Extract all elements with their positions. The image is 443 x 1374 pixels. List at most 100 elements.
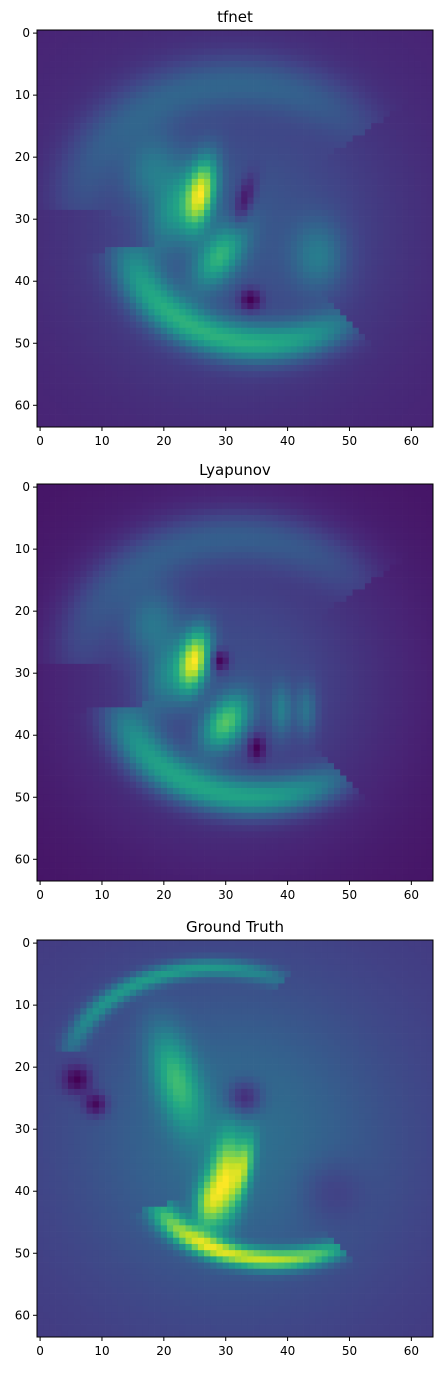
heatmap-cell <box>198 235 205 242</box>
heatmap-cell <box>204 80 211 87</box>
heatmap-cell <box>216 278 223 285</box>
heatmap-cell <box>43 278 50 285</box>
heatmap-cell <box>80 49 87 56</box>
heatmap-cell <box>204 241 211 248</box>
heatmap-cell <box>241 402 248 409</box>
heatmap-cell <box>130 229 137 236</box>
heatmap-cell <box>93 309 100 316</box>
heatmap-cell <box>80 415 87 422</box>
heatmap-cell <box>198 92 205 99</box>
heatmap-cell <box>111 229 118 236</box>
heatmap-cell <box>254 284 261 291</box>
heatmap-cell <box>161 546 168 553</box>
heatmap-cell <box>315 135 322 142</box>
heatmap-cell <box>340 322 347 329</box>
heatmap-cell <box>74 272 81 279</box>
heatmap-cell <box>278 229 285 236</box>
heatmap-cell <box>93 160 100 167</box>
heatmap-cell <box>155 266 162 273</box>
heatmap-cell <box>328 197 335 204</box>
heatmap-cell <box>384 297 391 304</box>
heatmap-cell <box>303 179 310 186</box>
heatmap-cell <box>142 390 149 397</box>
heatmap-cell <box>353 173 360 180</box>
heatmap-cell <box>241 86 248 93</box>
heatmap-cell <box>266 30 273 37</box>
heatmap-cell <box>272 315 279 322</box>
heatmap-cell <box>210 260 217 267</box>
heatmap-cell <box>173 322 180 329</box>
heatmap-cell <box>408 160 415 167</box>
heatmap-cell <box>353 396 360 403</box>
heatmap-cell <box>142 191 149 198</box>
heatmap-cell <box>365 129 372 136</box>
heatmap-cell <box>167 229 174 236</box>
heatmap-cell <box>74 148 81 155</box>
heatmap-cell <box>204 42 211 49</box>
heatmap-cell <box>272 229 279 236</box>
heatmap-cell <box>365 80 372 87</box>
heatmap-cell <box>384 421 391 428</box>
heatmap-cell <box>414 197 421 204</box>
heatmap-cell <box>315 334 322 341</box>
heatmap-cell <box>68 235 75 242</box>
heatmap-cell <box>315 160 322 167</box>
heatmap-cell <box>49 73 56 80</box>
heatmap-cell <box>142 197 149 204</box>
heatmap-cell <box>204 421 211 428</box>
heatmap-cell <box>43 371 50 378</box>
heatmap-cell <box>377 117 384 124</box>
heatmap-cell <box>223 490 230 497</box>
heatmap-cell <box>93 527 100 534</box>
heatmap-cell <box>43 521 50 528</box>
heatmap-cell <box>408 552 415 559</box>
heatmap-cell <box>427 260 434 267</box>
heatmap-cell <box>309 284 316 291</box>
heatmap-cell <box>56 104 63 111</box>
heatmap-cell <box>334 402 341 409</box>
heatmap-cell <box>254 129 261 136</box>
heatmap-cell <box>241 216 248 223</box>
heatmap-cell <box>155 73 162 80</box>
heatmap-cell <box>62 61 69 68</box>
heatmap-cell <box>111 173 118 180</box>
heatmap-cell <box>421 353 428 360</box>
heatmap-cell <box>278 490 285 497</box>
heatmap-cell <box>155 384 162 391</box>
heatmap-cell <box>414 222 421 229</box>
heatmap-cell <box>309 129 316 136</box>
heatmap-cell <box>130 540 137 547</box>
heatmap-cell <box>414 328 421 335</box>
heatmap-cell <box>384 98 391 105</box>
heatmap-cell <box>43 73 50 80</box>
heatmap-cell <box>390 421 397 428</box>
heatmap-cell <box>80 98 87 105</box>
heatmap-cell <box>328 185 335 192</box>
heatmap-cell <box>229 396 236 403</box>
heatmap-cell <box>371 42 378 49</box>
heatmap-cell <box>340 371 347 378</box>
heatmap-cell <box>179 353 186 360</box>
heatmap-cell <box>365 558 372 565</box>
heatmap-cell <box>148 284 155 291</box>
heatmap-cell <box>124 117 131 124</box>
heatmap-cell <box>155 322 162 329</box>
heatmap-cell <box>198 540 205 547</box>
heatmap-cell <box>117 558 124 565</box>
heatmap-cell <box>272 309 279 316</box>
heatmap-cell <box>142 266 149 273</box>
heatmap-cell <box>155 521 162 528</box>
heatmap-cell <box>384 408 391 415</box>
heatmap-cell <box>241 297 248 304</box>
heatmap-cell <box>198 546 205 553</box>
heatmap-cell <box>371 322 378 329</box>
heatmap-cell <box>235 284 242 291</box>
heatmap-cell <box>186 229 193 236</box>
heatmap-cell <box>402 148 409 155</box>
heatmap-cell <box>371 117 378 124</box>
heatmap-cell <box>161 565 168 572</box>
heatmap-cell <box>266 534 273 541</box>
heatmap-cell <box>49 154 56 161</box>
heatmap-cell <box>260 534 267 541</box>
heatmap-cell <box>297 315 304 322</box>
